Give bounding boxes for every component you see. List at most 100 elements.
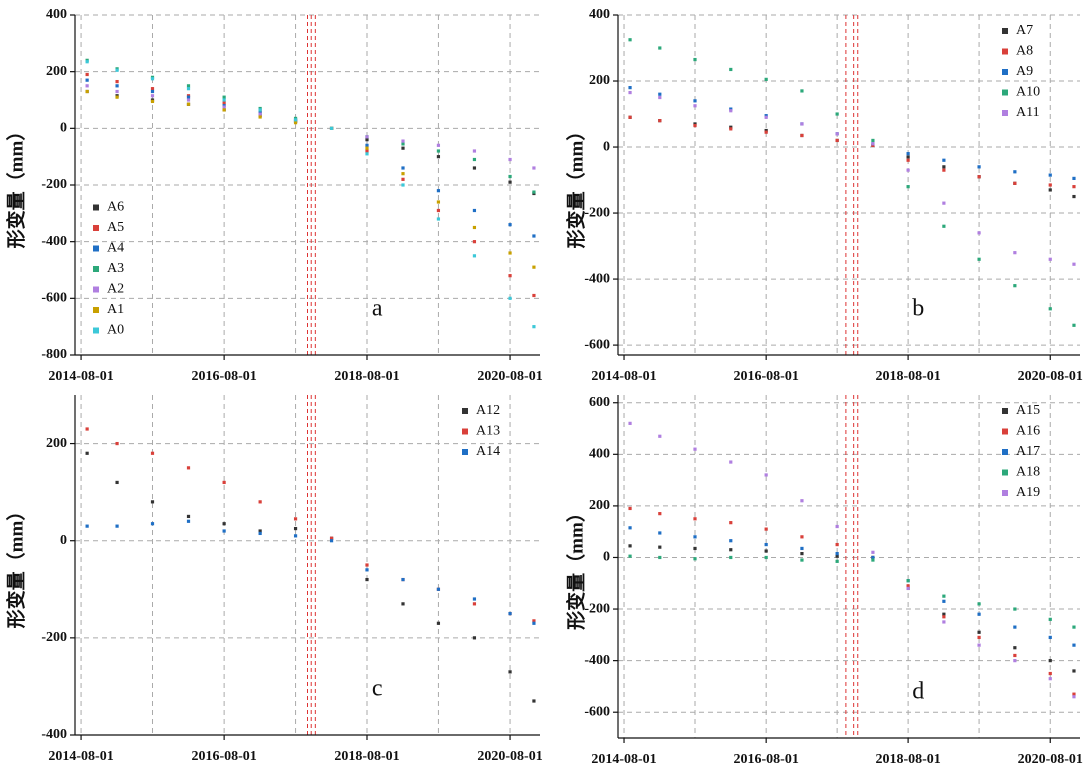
point	[436, 189, 441, 193]
point	[1048, 188, 1052, 192]
point	[508, 157, 512, 162]
y-tick-label: 200	[46, 436, 67, 451]
point	[628, 38, 632, 42]
point	[835, 542, 839, 547]
point	[658, 119, 662, 123]
point	[150, 500, 155, 504]
point	[1072, 692, 1076, 696]
point	[658, 555, 662, 560]
point	[1048, 635, 1052, 640]
legend-label: A3	[107, 261, 124, 276]
legend-marker	[93, 327, 99, 334]
point	[508, 174, 512, 179]
point	[85, 84, 89, 88]
y-tick-label: -400	[584, 271, 610, 286]
point	[508, 223, 512, 227]
point	[906, 168, 910, 172]
point	[942, 599, 946, 603]
point	[401, 142, 405, 146]
point	[436, 587, 441, 591]
point	[1048, 671, 1052, 676]
point	[1048, 659, 1052, 663]
x-tick-label: 2014-08-01	[591, 369, 656, 384]
point	[401, 146, 405, 150]
y-tick-label: 0	[603, 550, 610, 565]
y-axis-label: 形变量（mm）	[564, 122, 587, 249]
point	[1013, 181, 1017, 185]
point	[977, 175, 981, 179]
y-tick-label: -600	[584, 337, 610, 352]
legend-label: A5	[107, 220, 124, 235]
point	[293, 118, 298, 122]
point	[186, 98, 191, 102]
y-tick-label: -200	[584, 205, 610, 220]
point	[85, 524, 89, 528]
point	[1013, 607, 1017, 611]
point	[800, 499, 804, 503]
legend-label: A15	[1016, 403, 1040, 418]
legend-marker	[1002, 428, 1008, 435]
legend-label: A19	[1016, 485, 1040, 500]
point	[628, 421, 632, 425]
point	[1072, 176, 1076, 180]
point	[150, 451, 155, 455]
point	[977, 630, 981, 634]
point	[693, 123, 697, 128]
x-tick-label: 2016-08-01	[734, 752, 799, 767]
point	[942, 168, 946, 172]
y-tick-label: -400	[41, 727, 67, 742]
y-tick-label: 400	[46, 7, 67, 22]
point	[800, 535, 804, 539]
point	[532, 265, 536, 269]
x-tick-label: 2016-08-01	[734, 369, 799, 384]
point	[472, 157, 477, 162]
point	[186, 514, 191, 519]
x-tick-label: 2020-08-01	[1018, 752, 1083, 767]
legend-marker	[93, 225, 99, 231]
legend-marker	[462, 428, 468, 435]
point	[293, 534, 298, 538]
point	[658, 434, 662, 438]
point	[693, 104, 697, 108]
point	[906, 158, 910, 162]
point	[150, 522, 155, 526]
y-tick-label: -400	[41, 234, 67, 249]
point	[150, 99, 155, 104]
point	[115, 95, 119, 99]
point	[693, 99, 697, 103]
point	[365, 135, 369, 139]
point	[800, 546, 804, 551]
point	[1048, 617, 1052, 621]
point	[729, 555, 733, 560]
point	[693, 517, 697, 521]
point	[365, 146, 369, 150]
point	[186, 95, 191, 99]
point	[800, 558, 804, 562]
point	[1072, 323, 1076, 327]
point	[186, 84, 191, 88]
point	[835, 132, 839, 136]
point	[436, 200, 441, 204]
x-tick-label: 2014-08-01	[48, 749, 113, 764]
point	[401, 139, 405, 143]
legend-marker	[1002, 48, 1008, 55]
y-axis-label: 形变量（mm）	[4, 502, 27, 629]
point	[472, 602, 477, 606]
point	[906, 586, 910, 591]
point	[472, 166, 477, 170]
point	[729, 127, 733, 131]
legend-label: A1	[107, 302, 124, 317]
point	[764, 114, 768, 118]
point	[532, 190, 536, 194]
point	[1072, 262, 1076, 266]
point	[1013, 251, 1017, 255]
point	[222, 101, 226, 105]
point	[1048, 173, 1052, 177]
point	[532, 699, 536, 703]
point	[1048, 183, 1052, 187]
point	[85, 427, 89, 431]
point	[532, 234, 536, 238]
legend-marker	[1002, 408, 1008, 414]
point	[628, 544, 632, 548]
y-tick-label: -400	[584, 653, 610, 668]
